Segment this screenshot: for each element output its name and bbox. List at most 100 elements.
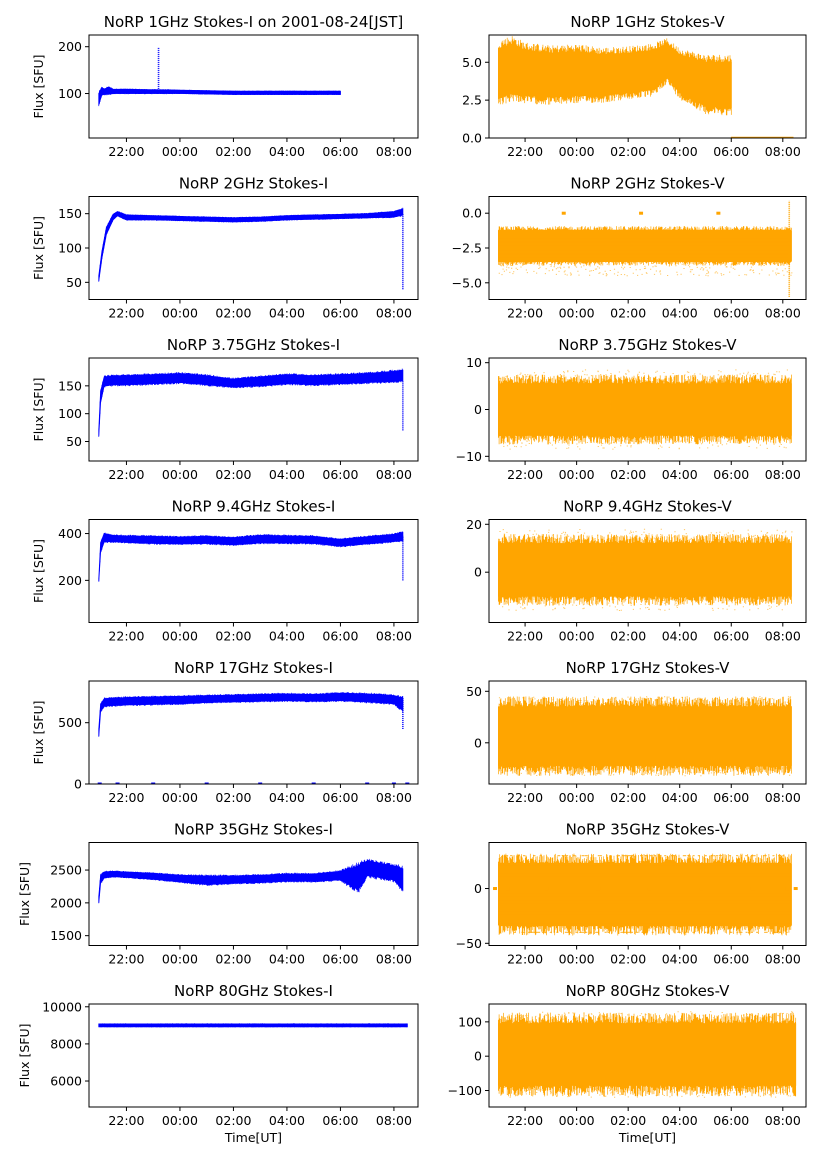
y-tick-label: −50 (456, 936, 482, 951)
panel-norp-2ghz-stokes-v: 22:00 00:00 02:00 04:00 06:00 08:00 0.0 −2.5 −5.… (452, 175, 807, 321)
x-tick-label: 00:00 (162, 467, 198, 482)
x-tick-label: 02:00 (215, 952, 251, 967)
marker-4 (258, 782, 263, 784)
x-tick-label: 08:00 (376, 306, 412, 321)
y-tick-label: 5.0 (462, 55, 482, 70)
x-tick-label: 02:00 (610, 467, 646, 482)
chart-title: NoRP 3.75GHz Stokes-I (167, 336, 340, 354)
axes-frame (88, 196, 419, 300)
plot-area (98, 368, 404, 437)
x-tick-label: 04:00 (269, 952, 305, 967)
x-tick-label: 08:00 (765, 306, 801, 321)
x-tick-label: 08:00 (376, 1113, 412, 1128)
y-tick-label: 50 (66, 434, 82, 449)
x-tick-label: 02:00 (610, 306, 646, 321)
x-tick-label: 08:00 (765, 1113, 801, 1128)
series-jitter-0-0 (498, 696, 792, 776)
x-tick-label: 06:00 (713, 144, 749, 159)
x-tick-label: 06:00 (322, 1113, 358, 1128)
marker-6 (365, 782, 370, 784)
x-tick-label: 06:00 (713, 952, 749, 967)
y-tick-label: 0.0 (462, 131, 482, 146)
y-tick-label: 0 (74, 777, 82, 792)
marker-6 (750, 887, 755, 891)
chart-title: NoRP 9.4GHz Stokes-I (172, 498, 336, 516)
chart-title: NoRP 17GHz Stokes-I (174, 659, 333, 677)
series-jitter-0-0 (498, 36, 732, 116)
panel-norp-3-75ghz-stokes-v: 22:00 00:00 02:00 04:00 06:00 08:00 10 0 −10 NoRP… (456, 336, 807, 482)
x-tick-label: 06:00 (322, 629, 358, 644)
marker-0 (561, 211, 566, 215)
x-tick-label: 04:00 (269, 1113, 305, 1128)
chart-title: NoRP 35GHz Stokes-I (174, 821, 333, 839)
plot-area (497, 1011, 797, 1098)
panel-norp-9-4ghz-stokes-v: 22:00 00:00 02:00 04:00 06:00 08:00 20 0 NoRP 9.… (466, 498, 807, 644)
y-tick-label: 8000 (50, 1036, 82, 1051)
y-tick-label: −100 (448, 1083, 482, 1098)
x-tick-label: 22:00 (108, 1113, 144, 1128)
x-tick-label: 04:00 (269, 629, 305, 644)
outlier-points (499, 528, 793, 611)
x-tick-label: 08:00 (765, 144, 801, 159)
x-tick-label: 22:00 (507, 306, 543, 321)
y-tick-label: 10000 (42, 999, 82, 1014)
x-tick-label: 00:00 (559, 1113, 595, 1128)
y-tick-label: 100 (58, 406, 82, 421)
plot-area (98, 858, 404, 904)
series-jitter-0-0 (98, 1023, 408, 1028)
chart-title: NoRP 2GHz Stokes-V (570, 175, 725, 193)
x-tick-label: 06:00 (322, 952, 358, 967)
plot-area (493, 853, 798, 936)
axes-frame (488, 519, 807, 623)
y-tick-label: −10 (456, 449, 482, 464)
x-tick-label: 22:00 (507, 467, 543, 482)
y-tick-label: 10 (466, 355, 482, 370)
y-tick-label: 150 (58, 378, 82, 393)
y-tick-label: 6000 (50, 1074, 82, 1089)
plot-area (98, 47, 341, 107)
y-tick-label: 200 (58, 573, 82, 588)
marker-3 (204, 782, 209, 784)
y-tick-label: 2500 (50, 863, 82, 878)
x-tick-label: 08:00 (765, 467, 801, 482)
x-tick-label: 02:00 (610, 1113, 646, 1128)
x-tick-label: 02:00 (610, 144, 646, 159)
panel-norp-17ghz-stokes-i: 22:00 00:00 02:00 04:00 06:00 08:00 0 500 NoRP 1… (31, 659, 419, 805)
x-tick-label: 04:00 (662, 144, 698, 159)
x-tick-label: 04:00 (662, 790, 698, 805)
y-tick-label: 100 (458, 1014, 482, 1029)
marker-3 (596, 887, 601, 891)
x-tick-label: 22:00 (108, 790, 144, 805)
y-tick-label: 400 (58, 526, 82, 541)
x-tick-label: 00:00 (162, 144, 198, 159)
x-tick-label: 02:00 (610, 629, 646, 644)
series-jitter-0-0 (98, 531, 404, 582)
x-tick-label: 06:00 (322, 306, 358, 321)
x-tick-label: 06:00 (713, 306, 749, 321)
x-tick-label: 00:00 (162, 629, 198, 644)
x-tick-label: 22:00 (507, 144, 543, 159)
y-tick-label: 500 (58, 715, 82, 730)
x-tick-label: 08:00 (376, 629, 412, 644)
y-tick-label: 2.5 (462, 93, 482, 108)
chart-title: NoRP 17GHz Stokes-V (566, 659, 731, 677)
plot-area (497, 528, 793, 611)
x-tick-label: 00:00 (162, 306, 198, 321)
axes-frame (88, 1003, 419, 1108)
x-tick-label: 02:00 (215, 306, 251, 321)
marker-8 (793, 887, 798, 891)
x-tick-label: 00:00 (162, 952, 198, 967)
x-tick-label: 04:00 (269, 144, 305, 159)
marker-8 (405, 782, 410, 784)
chart-title: NoRP 3.75GHz Stokes-V (558, 336, 737, 354)
plot-area (98, 207, 404, 290)
y-tick-label: 200 (58, 39, 82, 54)
panel-norp-1ghz-stokes-i-on-2001-08-24-jst: 22:00 00:00 02:00 04:00 06:00 08:00 100 200 NoRP… (31, 13, 419, 159)
axes-frame (88, 34, 419, 139)
marker-7 (785, 887, 790, 891)
x-tick-label: 22:00 (507, 790, 543, 805)
panel-norp-2ghz-stokes-i: 22:00 00:00 02:00 04:00 06:00 08:00 50 100 150 No… (31, 175, 419, 321)
x-tick-label: 22:00 (507, 629, 543, 644)
panel-norp-35ghz-stokes-i: 22:00 00:00 02:00 04:00 06:00 08:00 1500 2000 25… (17, 821, 419, 967)
